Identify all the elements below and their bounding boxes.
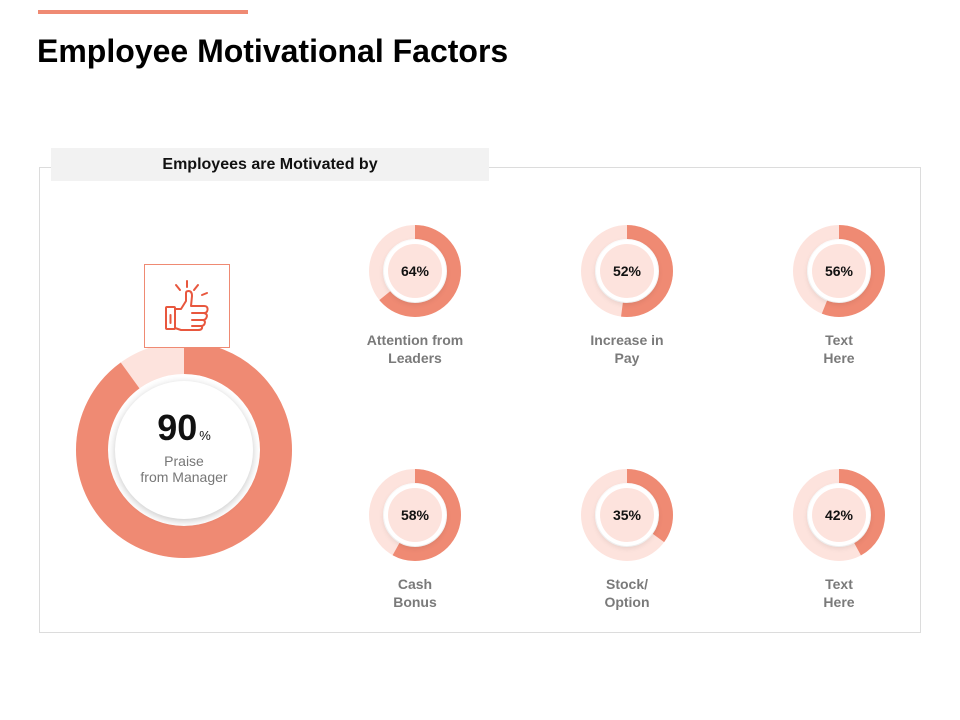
- small-donut-value: 56%: [812, 244, 866, 298]
- small-donut-label: Attention from Leaders: [345, 331, 485, 367]
- small-donut: 52%: [581, 225, 673, 317]
- small-donut-label: Text Here: [769, 575, 909, 611]
- small-donut-arc: [369, 469, 461, 561]
- accent-bar: [38, 10, 248, 14]
- small-donut-label-line2: Bonus: [393, 594, 437, 610]
- small-donut-svg: [581, 469, 673, 561]
- small-donut-value: 35%: [600, 488, 654, 542]
- small-donut-arc: [793, 225, 885, 317]
- small-donut-label-line1: Text: [825, 576, 853, 592]
- main-label: Praise from Manager: [129, 453, 239, 485]
- small-donut-label-line2: Option: [604, 594, 650, 610]
- small-donut-svg: [581, 225, 673, 317]
- main-unit: %: [199, 428, 211, 443]
- panel-header: Employees are Motivated by: [51, 148, 489, 181]
- small-donut-label-line2: Here: [823, 350, 855, 366]
- main-donut: 90 % Praise from Manager: [76, 342, 292, 558]
- small-donut-label: Stock/Option: [557, 575, 697, 611]
- small-donut-svg: [369, 469, 461, 561]
- main-value: 90: [157, 407, 198, 448]
- main-donut-center: 90 % Praise from Manager: [115, 381, 253, 519]
- small-donut-label-line2: Leaders: [388, 350, 442, 366]
- small-donut-label-line1: Text: [825, 332, 853, 348]
- small-donut: 58%: [369, 469, 461, 561]
- small-donut-value: 52%: [600, 244, 654, 298]
- small-donut-label-line2: Pay: [614, 350, 640, 366]
- small-donut-svg: [793, 225, 885, 317]
- small-donut-label-line1: Cash: [397, 576, 433, 592]
- thumbs-up-icon: [165, 280, 209, 331]
- main-label-line1: Praise: [164, 453, 204, 469]
- page-title: Employee Motivational Factors: [37, 33, 509, 69]
- small-donut-label-line1: Increase in: [590, 332, 664, 348]
- thumbs-up-icon-box: [144, 264, 230, 348]
- small-donut: 64%: [369, 225, 461, 317]
- main-label-line2: from Manager: [140, 469, 228, 485]
- main-donut-svg: [76, 342, 292, 558]
- main-donut-arc: [76, 342, 292, 558]
- small-donut-svg: [369, 225, 461, 317]
- small-donut-value: 42%: [812, 488, 866, 542]
- small-donut-value: 58%: [388, 488, 442, 542]
- small-donut-label: Text Here: [769, 331, 909, 367]
- small-donut-label-line1: Attention from: [366, 332, 464, 348]
- small-donut-value: 64%: [388, 244, 442, 298]
- small-donut: 35%: [581, 469, 673, 561]
- small-donut-label-line1: Stock/: [605, 576, 648, 592]
- small-donut-label-line2: Here: [823, 594, 855, 610]
- small-donut-label: Cash Bonus: [345, 575, 485, 611]
- small-donut-arc: [581, 469, 673, 561]
- small-donut: 56%: [793, 225, 885, 317]
- small-donut: 42%: [793, 469, 885, 561]
- small-donut-arc: [581, 225, 673, 317]
- small-donut-arc: [793, 469, 885, 561]
- small-donut-arc: [369, 225, 461, 317]
- small-donut-svg: [793, 469, 885, 561]
- small-donut-label: Increase in Pay: [557, 331, 697, 367]
